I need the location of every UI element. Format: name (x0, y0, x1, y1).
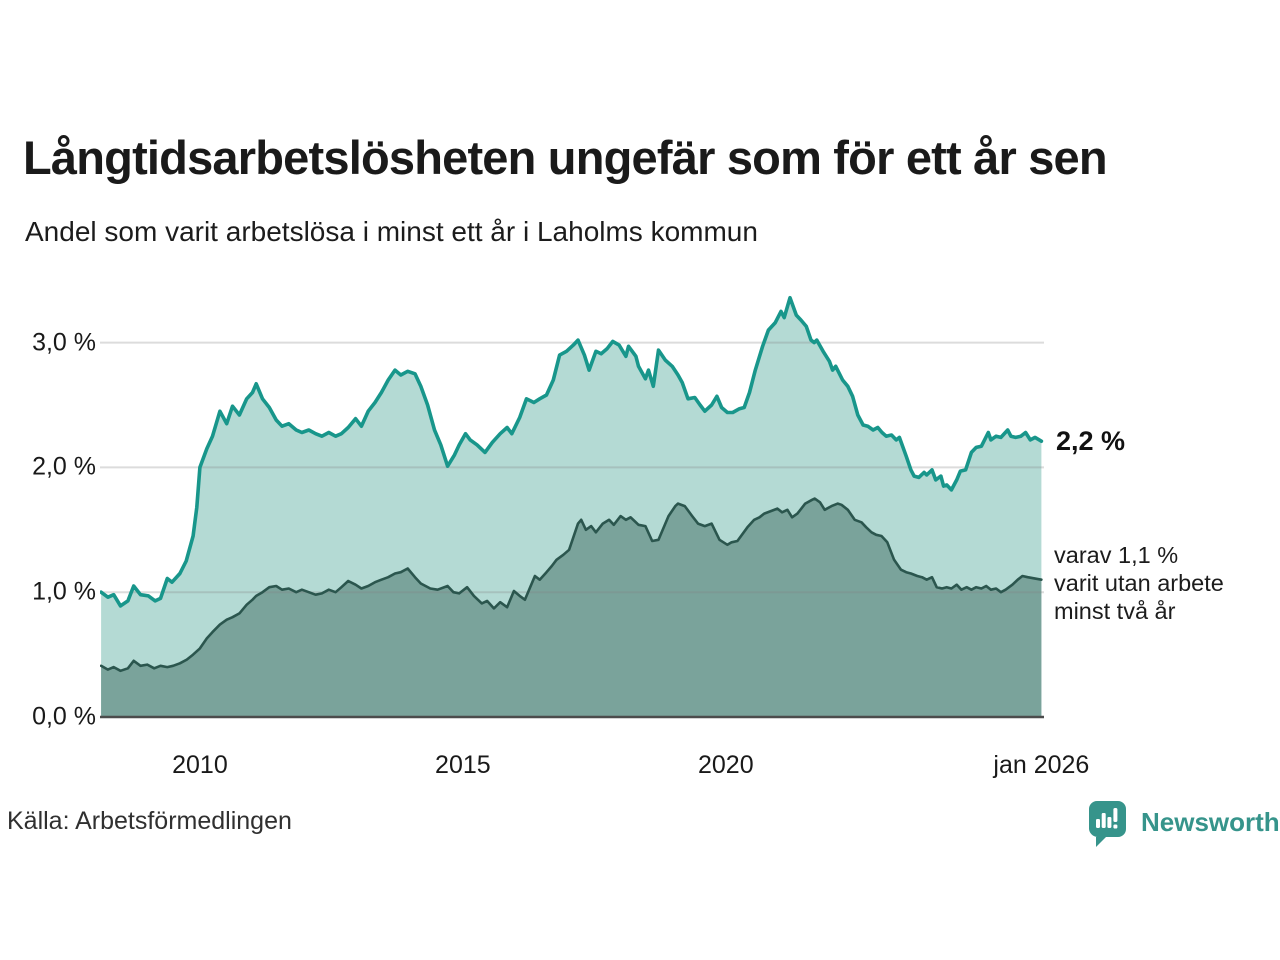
source-credit: Källa: Arbetsförmedlingen (7, 807, 292, 835)
x-tick-label: 2010 (172, 751, 228, 779)
subset-annotation: varav 1,1 % varit utan arbete minst två … (1054, 542, 1224, 624)
area-subset (101, 498, 1042, 717)
x-tick-label: 2020 (698, 751, 754, 779)
y-tick-label: 2,0 % (32, 452, 96, 481)
y-tick-label: 0,0 % (32, 702, 96, 731)
area-chart (100, 295, 1044, 719)
y-tick-label: 3,0 % (32, 328, 96, 357)
line-subset (100, 497, 1043, 673)
y-tick-label: 1,0 % (32, 577, 96, 606)
page-subtitle: Andel som varit arbetslösa i minst ett å… (25, 216, 758, 247)
newsworthy-wordmark: Newsworthy (1141, 807, 1280, 837)
newsworthy-logo: Newsworthy (1088, 800, 1280, 850)
page-title: Långtidsarbetslösheten ungefär som för e… (23, 131, 1108, 184)
x-tick-label: jan 2026 (993, 751, 1090, 779)
line-total (100, 295, 1044, 608)
total-end-value-label: 2,2 % (1056, 426, 1126, 456)
newsworthy-bubble-chart-icon (1089, 801, 1126, 847)
x-tick-label: 2015 (435, 751, 491, 779)
bar-chart-glyph (1096, 808, 1118, 829)
gridlines (100, 341, 1044, 594)
